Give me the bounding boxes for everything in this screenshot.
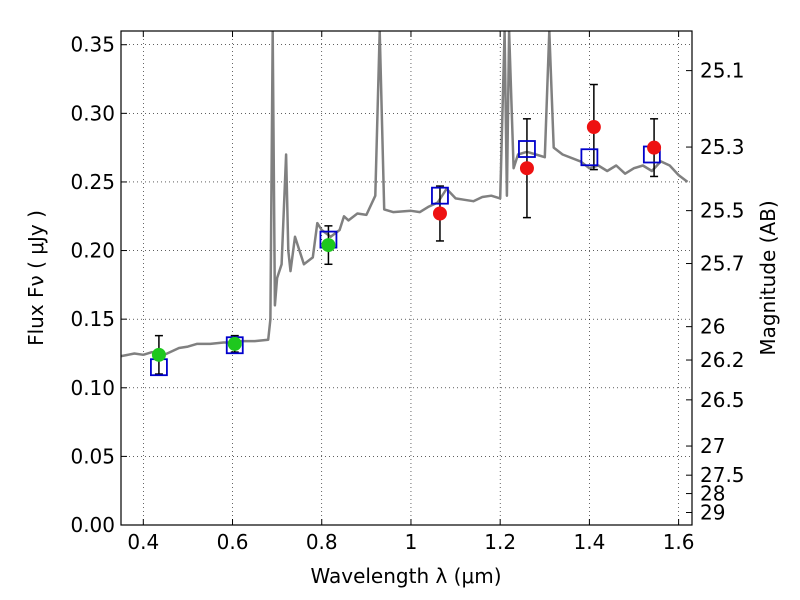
nir-point	[586, 120, 601, 135]
plot-area	[121, 31, 689, 377]
nir-point	[432, 206, 447, 221]
nir-point	[519, 161, 534, 176]
nir-point	[647, 140, 662, 155]
x-tick-label: 0.8	[306, 530, 338, 554]
x-tick-label: 1.4	[573, 530, 605, 554]
x-axis-label: Wavelength λ (μm)	[310, 564, 501, 588]
tick-marks	[121, 31, 692, 526]
y2-tick-label: 25.1	[700, 59, 745, 83]
y-tick-labels: 0.00 0.05 0.10 0.15 0.20 0.25 0.30 0.35	[70, 33, 115, 537]
y2-tick-label: 26.5	[700, 388, 745, 412]
y-axis-label: Flux Fν ( μJy )	[24, 210, 48, 346]
y2-tick-label: 25.7	[700, 252, 745, 276]
y2-tick-label: 27.5	[700, 463, 745, 487]
y2-axis-label: Magnitude (AB)	[756, 200, 780, 355]
x-tick-label: 1.6	[663, 530, 695, 554]
y2-tick-label: 27	[700, 434, 725, 458]
photometry-point-layer	[151, 120, 662, 362]
y-tick-label: 0.05	[70, 444, 115, 468]
y-tick-label: 0.35	[70, 33, 115, 57]
y2-tick-label: 29	[700, 500, 725, 524]
x-tick-label: 0.4	[127, 530, 159, 554]
x-tick-labels: 0.4 0.6 0.8 1 1.2 1.4 1.6	[127, 530, 694, 554]
y2-tick-label: 25.5	[700, 199, 745, 223]
y-tick-label: 0.10	[70, 376, 115, 400]
y-tick-label: 0.25	[70, 170, 115, 194]
y-tick-label: 0.15	[70, 307, 115, 331]
x-tick-label: 1.2	[484, 530, 516, 554]
model-box	[580, 148, 599, 167]
y2-tick-label: 26.2	[700, 348, 745, 372]
y2-tick-label: 26	[700, 315, 725, 339]
y-tick-label: 0.00	[70, 513, 115, 537]
plot-frame	[120, 30, 693, 526]
x-tick-label: 0.6	[217, 530, 249, 554]
y-tick-label: 0.30	[70, 101, 115, 125]
model-box	[431, 186, 449, 205]
model-box	[518, 140, 536, 158]
optical-point	[151, 347, 166, 362]
optical-point	[227, 336, 242, 351]
y2-tick-label: 25.3	[700, 135, 745, 159]
x-tick-label: 1	[405, 530, 418, 554]
y2-tick-label: 28	[700, 482, 725, 506]
y-tick-label: 0.20	[70, 239, 115, 263]
optical-point	[321, 238, 336, 253]
